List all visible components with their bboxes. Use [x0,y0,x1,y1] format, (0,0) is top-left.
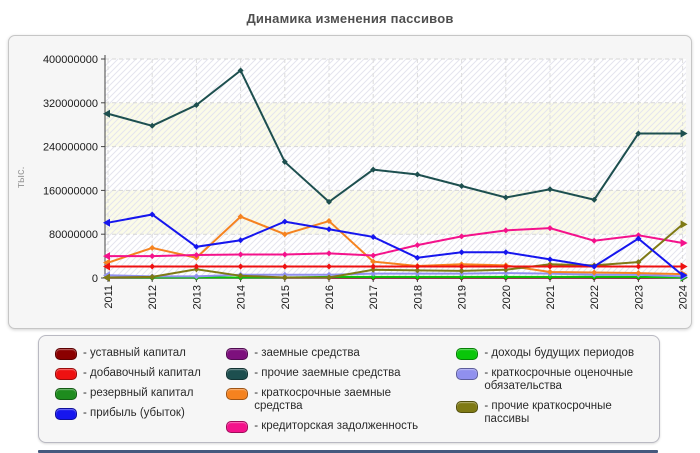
legend-label: - заемные средства [254,347,360,359]
svg-text:0: 0 [92,273,98,285]
chart-legend: - уставный капитал - добавочный капитал - … [38,335,660,443]
legend-column: - заемные средства - прочие заемные средс… [226,347,442,433]
legend-label: - резервный капитал [83,387,194,399]
svg-text:2012: 2012 [147,285,159,309]
legend-swatch [226,388,249,400]
legend-item: - краткосрочные заемные средства [226,387,442,413]
legend-label: - уставный капитал [83,347,186,359]
legend-swatch [55,348,77,360]
svg-text:320000000: 320000000 [43,98,98,110]
legend-item: - уставный капитал [55,347,212,360]
legend-column: - доходы будущих периодов - краткосрочные… [456,347,643,433]
svg-text:80000000: 80000000 [49,229,98,241]
svg-text:2022: 2022 [589,285,601,309]
svg-text:160000000: 160000000 [43,185,98,197]
svg-text:2021: 2021 [545,285,557,309]
liabilities-line-chart: 0 80000000 160000000 240000000 320000000 4000… [43,54,690,309]
svg-text:240000000: 240000000 [43,142,98,154]
legend-label: - кредиторская задолженность [254,420,419,432]
chart-panel: тыс. 0 80000000 160000000 240000000 32000000… [8,35,692,329]
svg-text:2018: 2018 [412,285,424,309]
svg-text:2016: 2016 [324,285,336,309]
legend-swatch [456,368,479,380]
legend-label: - добавочный капитал [83,367,201,379]
svg-text:2019: 2019 [457,285,469,309]
svg-text:2011: 2011 [103,285,115,309]
svg-text:2024: 2024 [678,285,690,309]
legend-swatch [55,368,77,380]
legend-label: - прочие заемные средства [254,367,401,379]
y-axis-unit-label: тыс. [15,166,27,188]
svg-text:2015: 2015 [280,285,292,309]
legend-swatch [456,348,479,360]
legend-item: - краткосрочные оценочные обязательства [456,367,643,393]
svg-text:400000000: 400000000 [43,54,98,66]
svg-text:2023: 2023 [633,285,645,309]
legend-swatch [55,408,77,420]
svg-text:2014: 2014 [236,285,248,309]
legend-swatch [226,421,249,433]
legend-swatch [226,368,249,380]
legend-label: - доходы будущих периодов [484,347,635,359]
legend-item: - прочие заемные средства [226,367,442,380]
legend-item: - резервный капитал [55,387,212,400]
legend-item: - доходы будущих периодов [456,347,643,360]
svg-text:2017: 2017 [368,285,380,309]
legend-item: - прибыль (убыток) [55,407,212,420]
legend-swatch [55,388,77,400]
legend-swatch [456,401,479,413]
svg-text:2020: 2020 [501,285,513,309]
legend-item: - заемные средства [226,347,442,360]
legend-item: - кредиторская задолженность [226,420,442,433]
legend-swatch [226,348,249,360]
legend-item: - добавочный капитал [55,367,212,380]
legend-label: - краткосрочные заемные средства [254,387,392,412]
legend-label: - прибыль (убыток) [83,407,185,419]
legend-label: - краткосрочные оценочные обязательства [484,367,633,392]
chart-title: Динамика изменения пассивов [246,11,454,26]
svg-text:2013: 2013 [191,285,203,309]
legend-column: - уставный капитал - добавочный капитал - … [55,347,212,433]
legend-item: - прочие краткосрочные пассивы [456,400,643,426]
legend-label: - прочие краткосрочные пассивы [484,400,612,425]
